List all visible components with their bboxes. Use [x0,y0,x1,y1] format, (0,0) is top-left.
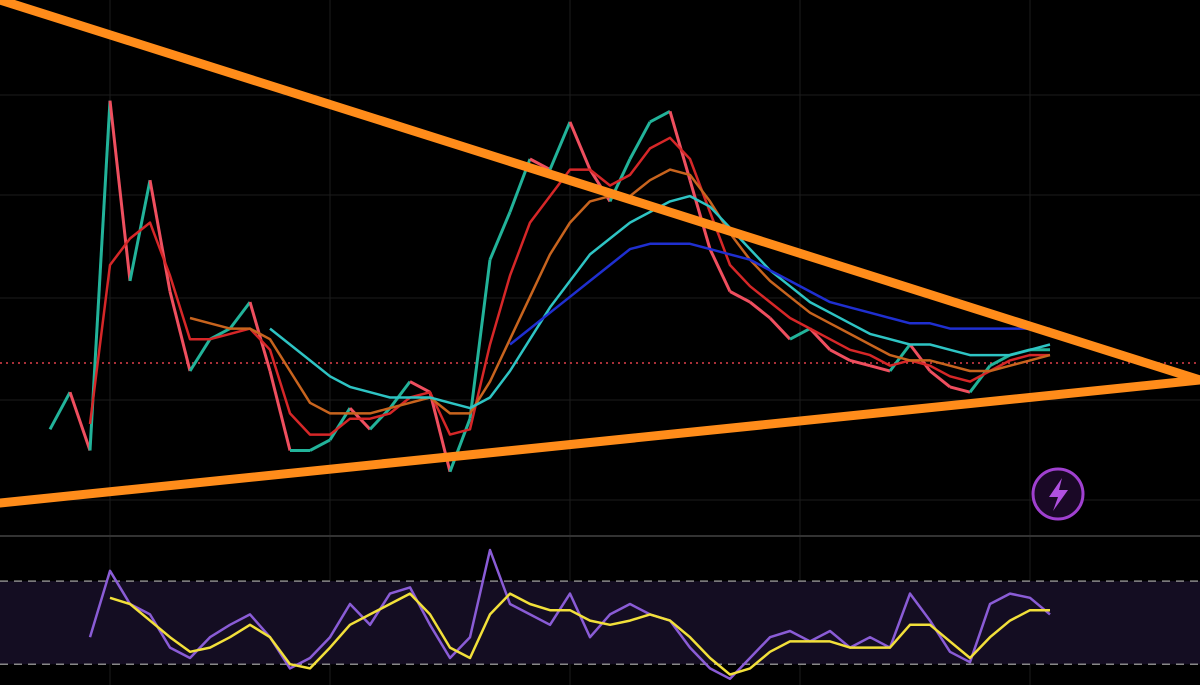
lightning-icon[interactable] [1049,478,1068,511]
price-segment [68,391,92,451]
price-segment [529,157,551,171]
price-segment [108,100,132,282]
price-segment [708,248,732,293]
price-segment [309,438,331,452]
price-segment [849,358,871,368]
price-segment [688,179,712,250]
price-segment [448,418,472,473]
price-pane [48,100,1051,473]
price-segment [808,327,832,351]
price-segment [488,211,512,261]
price-segment [368,407,392,431]
price-segment [568,121,592,171]
price-segment [829,348,851,362]
price-segment [388,380,412,410]
price-segment [649,109,671,124]
price-segment [869,364,891,373]
price-segment [768,316,792,341]
series-line [109,592,1050,676]
price-segment [789,327,811,341]
price-segment [228,301,252,330]
upper-trendline [0,0,1200,385]
price-segment [628,121,652,160]
price-segment [729,290,751,304]
price-segment [248,301,272,372]
price-segment [168,291,192,372]
price-segment [148,179,172,292]
price-segment [268,370,292,451]
price-segment [188,338,212,372]
lower-trendline [0,375,1200,508]
price-segment [668,110,692,181]
rsi-pane [0,548,1200,681]
lightning-button[interactable] [1031,467,1085,521]
price-segment [409,380,431,394]
price-segment [908,343,932,372]
price-segment [989,353,1011,368]
series-line [509,242,1050,346]
price-segment [548,121,572,171]
price-segment [749,300,771,320]
price-segment [929,369,951,389]
price-segment [468,259,492,419]
price-segment [949,385,971,394]
price-segment [48,391,72,431]
